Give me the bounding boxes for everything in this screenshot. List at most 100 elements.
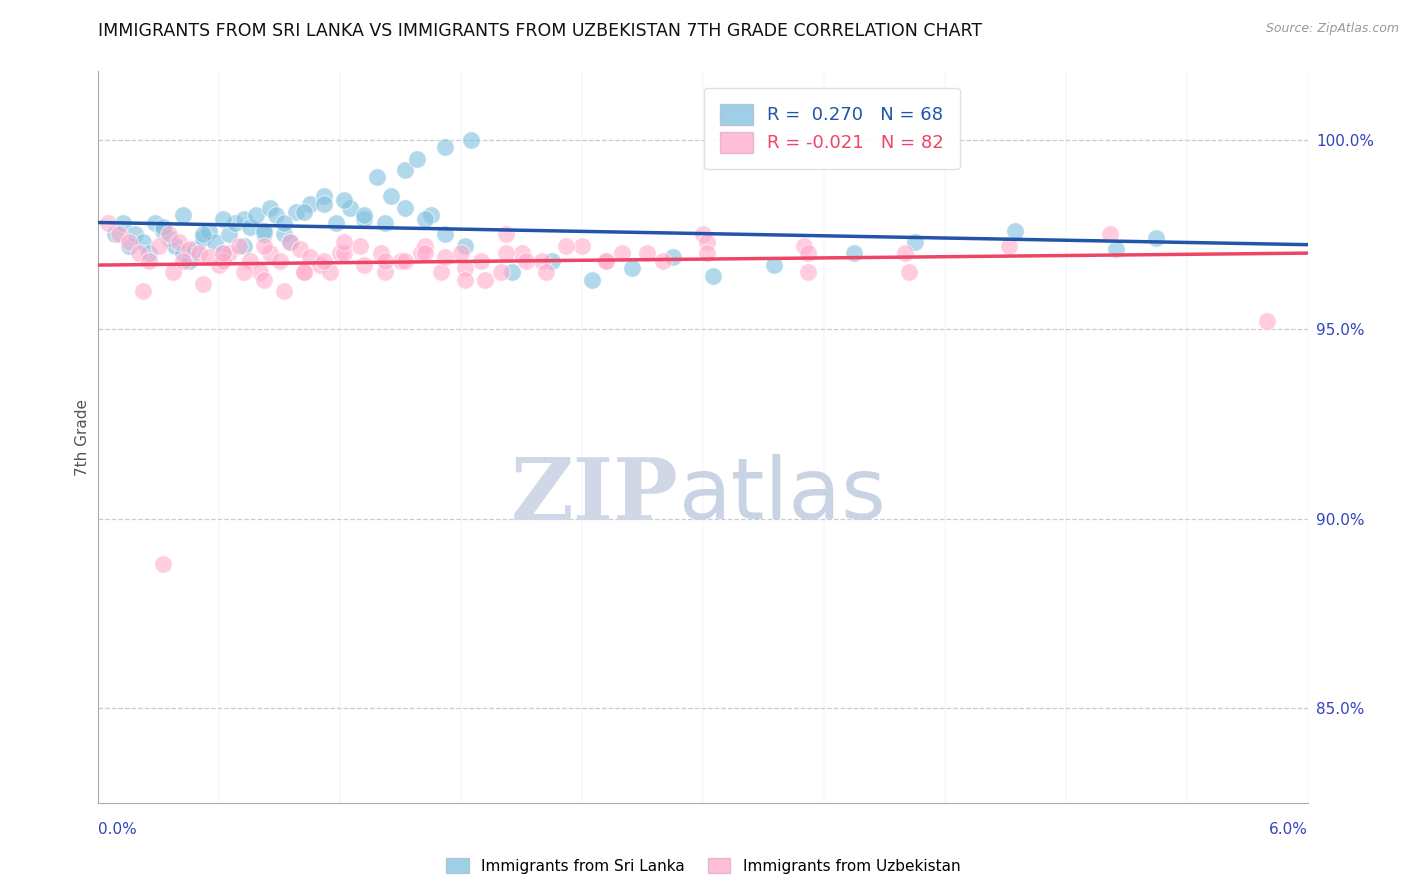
Point xyxy=(314,189,336,203)
Point xyxy=(198,250,221,264)
Point xyxy=(389,253,412,268)
Point xyxy=(253,223,276,237)
Point xyxy=(495,246,517,260)
Point xyxy=(253,273,276,287)
Point xyxy=(692,227,714,242)
Point xyxy=(1099,227,1122,242)
Point xyxy=(897,265,920,279)
Point xyxy=(193,227,215,242)
Y-axis label: 7th Grade: 7th Grade xyxy=(75,399,90,475)
Point xyxy=(179,243,201,257)
Point xyxy=(636,246,658,260)
Point xyxy=(107,227,129,242)
Point xyxy=(333,235,356,249)
Point xyxy=(460,132,482,146)
Text: Source: ZipAtlas.com: Source: ZipAtlas.com xyxy=(1265,22,1399,36)
Point xyxy=(111,216,134,230)
Point xyxy=(184,243,207,257)
Legend: R =  0.270   N = 68, R = -0.021   N = 82: R = 0.270 N = 68, R = -0.021 N = 82 xyxy=(704,87,960,169)
Point xyxy=(299,250,322,264)
Point xyxy=(239,253,262,268)
Point xyxy=(893,246,915,260)
Point xyxy=(474,273,496,287)
Point xyxy=(132,235,155,249)
Point xyxy=(162,265,184,279)
Point xyxy=(797,246,820,260)
Point xyxy=(339,201,361,215)
Point xyxy=(212,253,235,268)
Point xyxy=(152,223,174,237)
Point xyxy=(124,227,146,242)
Point xyxy=(228,238,250,252)
Point xyxy=(232,238,254,252)
Point xyxy=(501,265,523,279)
Point xyxy=(413,246,436,260)
Point xyxy=(97,216,120,230)
Point xyxy=(218,246,240,260)
Point xyxy=(172,246,194,260)
Point xyxy=(152,219,174,234)
Point xyxy=(212,212,235,227)
Point xyxy=(581,273,603,287)
Point xyxy=(374,253,396,268)
Point xyxy=(793,238,815,252)
Point xyxy=(138,253,160,268)
Point xyxy=(662,250,685,264)
Point xyxy=(696,246,718,260)
Text: atlas: atlas xyxy=(679,454,887,537)
Point xyxy=(148,238,170,252)
Point xyxy=(413,212,436,227)
Point xyxy=(420,208,443,222)
Point xyxy=(128,246,150,260)
Point xyxy=(555,238,578,252)
Point xyxy=(269,253,291,268)
Point xyxy=(204,235,226,249)
Point xyxy=(530,253,553,268)
Text: ZIP: ZIP xyxy=(510,454,679,538)
Point xyxy=(239,219,262,234)
Point xyxy=(259,246,281,260)
Point xyxy=(172,253,194,268)
Point xyxy=(249,265,271,279)
Point xyxy=(212,246,235,260)
Point xyxy=(374,265,396,279)
Point xyxy=(762,258,785,272)
Point xyxy=(253,227,276,242)
Point xyxy=(329,246,352,260)
Point xyxy=(612,246,634,260)
Point xyxy=(534,265,557,279)
Point xyxy=(314,197,336,211)
Point xyxy=(434,250,457,264)
Point xyxy=(430,265,453,279)
Point xyxy=(353,208,375,222)
Point xyxy=(450,246,472,260)
Point xyxy=(273,216,295,230)
Point xyxy=(273,227,295,242)
Point xyxy=(621,261,644,276)
Point xyxy=(292,265,315,279)
Point xyxy=(208,258,231,272)
Point xyxy=(571,238,593,252)
Point xyxy=(172,208,194,222)
Point xyxy=(273,284,295,298)
Point xyxy=(157,231,180,245)
Point xyxy=(212,246,235,260)
Point xyxy=(370,246,392,260)
Point xyxy=(1004,223,1026,237)
Text: IMMIGRANTS FROM SRI LANKA VS IMMIGRANTS FROM UZBEKISTAN 7TH GRADE CORRELATION CH: IMMIGRANTS FROM SRI LANKA VS IMMIGRANTS … xyxy=(98,22,983,40)
Point xyxy=(167,235,190,249)
Point xyxy=(434,140,457,154)
Point xyxy=(510,246,533,260)
Point xyxy=(193,277,215,291)
Point xyxy=(198,223,221,237)
Point xyxy=(454,238,477,252)
Point xyxy=(394,201,416,215)
Point xyxy=(434,227,457,242)
Point xyxy=(232,212,254,227)
Point xyxy=(314,253,336,268)
Point xyxy=(595,253,617,268)
Point xyxy=(118,235,141,249)
Point xyxy=(278,235,301,249)
Point xyxy=(259,201,281,215)
Text: 6.0%: 6.0% xyxy=(1268,822,1308,837)
